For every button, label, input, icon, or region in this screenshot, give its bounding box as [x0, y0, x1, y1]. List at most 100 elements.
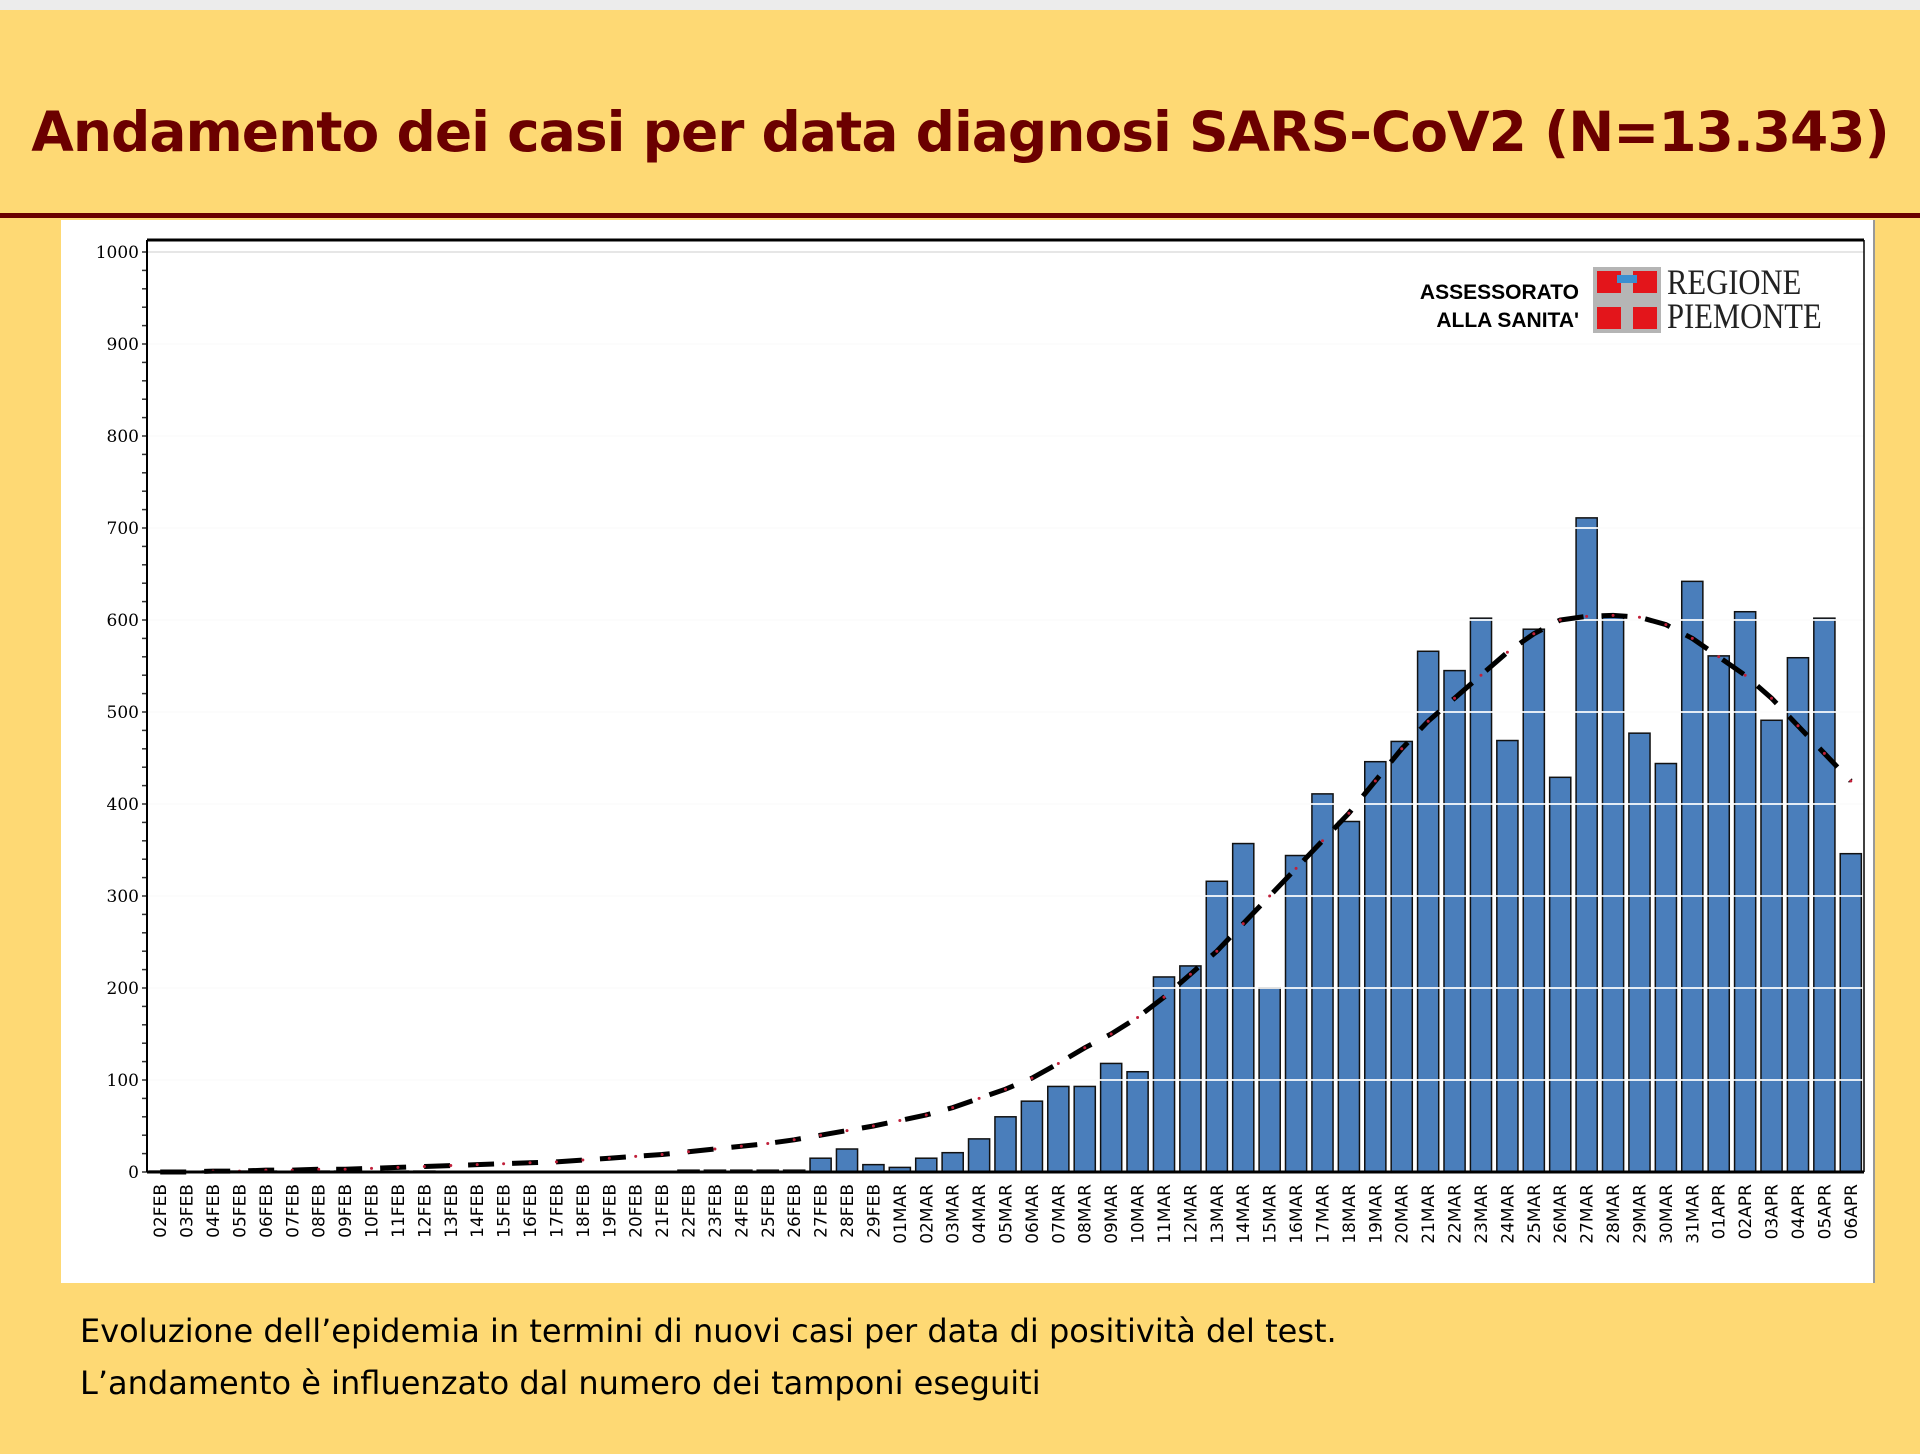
trend-point: [1849, 779, 1853, 783]
x-tick-label: 30MAR: [1657, 1184, 1677, 1244]
trend-point: [1268, 894, 1272, 898]
trend-point: [502, 1162, 506, 1166]
x-tick-label: 19FEB: [600, 1184, 620, 1238]
y-tick-label: 200: [107, 979, 139, 999]
x-tick-label: 11FEB: [389, 1184, 409, 1238]
x-tick-label: 03MAR: [944, 1184, 964, 1244]
trend-point: [977, 1096, 981, 1100]
y-tick-label: 0: [128, 1163, 139, 1183]
x-tick-label: 02FEB: [151, 1184, 171, 1238]
trend-point: [1796, 724, 1800, 728]
bar-10MAR: [1126, 1070, 1149, 1173]
x-tick-label: 11MAR: [1155, 1184, 1175, 1244]
slide-title: Andamento dei casi per data diagnosi SAR…: [31, 100, 1889, 164]
trend-point: [660, 1153, 664, 1157]
y-tick-label: 500: [107, 703, 139, 723]
trend-point: [951, 1106, 955, 1110]
trend-point: [739, 1144, 743, 1148]
x-tick-label: 09MAR: [1102, 1184, 1122, 1244]
trend-point: [1743, 673, 1747, 677]
trend-point: [422, 1164, 426, 1168]
x-tick-label: 31MAR: [1683, 1184, 1703, 1244]
x-tick-label: 17MAR: [1313, 1184, 1333, 1244]
x-tick-label: 21MAR: [1419, 1184, 1439, 1244]
x-tick-label: 07MAR: [1049, 1184, 1069, 1244]
x-tick-label: 29MAR: [1630, 1184, 1650, 1244]
trend-point: [1056, 1061, 1060, 1065]
logo-brand: REGIONE PIEMONTE: [1667, 262, 1822, 336]
x-tick-label: 20FEB: [627, 1184, 647, 1238]
trend-point: [1611, 613, 1615, 617]
trend-point: [1664, 623, 1668, 627]
bar-08MAR: [1073, 1085, 1097, 1173]
logo-line2: ALLA SANITA': [1436, 309, 1579, 332]
x-tick-label: 01APR: [1710, 1184, 1730, 1240]
logo-brand1: REGIONE: [1667, 262, 1802, 302]
bar-02MAR: [914, 1157, 938, 1173]
bar-06MAR: [1020, 1100, 1044, 1173]
trend-point: [475, 1163, 479, 1167]
trend-point: [1585, 614, 1589, 618]
x-tick-label: 03FEB: [178, 1184, 198, 1238]
bar-14MAR: [1231, 842, 1255, 1173]
caption: Evoluzione dell’epidemia in termini di n…: [80, 1305, 1337, 1409]
bar-24MAR: [1496, 739, 1519, 1173]
trend-point: [1162, 995, 1166, 999]
bar-18MAR: [1337, 820, 1361, 1173]
bar-13MAR: [1205, 880, 1229, 1173]
x-tick-label: 15MAR: [1261, 1184, 1281, 1244]
x-tick-label: 14FEB: [468, 1184, 488, 1238]
trend-point: [845, 1129, 849, 1133]
y-tick-label: 1000: [96, 243, 139, 263]
trend-point: [1241, 922, 1245, 926]
trend-point: [1347, 811, 1351, 815]
logo-brand2: PIEMONTE: [1667, 296, 1822, 336]
caption-line1: Evoluzione dell’epidemia in termini di n…: [80, 1312, 1337, 1350]
top-strip: [0, 0, 1920, 10]
bar-16MAR: [1284, 854, 1308, 1173]
logo-department: ASSESSORATO ALLA SANITA': [1420, 279, 1579, 335]
x-tick-label: 12MAR: [1181, 1184, 1201, 1244]
trend-point: [607, 1156, 611, 1160]
trend-point: [687, 1150, 691, 1154]
bar-01APR: [1707, 655, 1731, 1173]
x-tick-label: 02APR: [1736, 1184, 1756, 1240]
x-tick-label: 12FEB: [415, 1184, 435, 1238]
trend-point: [449, 1164, 453, 1168]
y-tick-label: 900: [107, 335, 139, 355]
x-tick-label: 22FEB: [680, 1184, 700, 1238]
x-tick-label: 16MAR: [1287, 1184, 1307, 1244]
x-tick-label: 13MAR: [1208, 1184, 1228, 1244]
x-tick-label: 09FEB: [336, 1184, 356, 1238]
x-tick-label: 04APR: [1789, 1184, 1809, 1240]
trend-point: [1373, 779, 1377, 783]
trend-point: [713, 1147, 717, 1151]
trend-point: [766, 1141, 770, 1145]
trend-point: [1532, 632, 1536, 636]
x-tick-label: 18FEB: [574, 1184, 594, 1238]
x-tick-label: 06APR: [1842, 1184, 1862, 1240]
x-tick-label: 08MAR: [1076, 1184, 1096, 1244]
trend-point: [528, 1161, 532, 1165]
x-tick-label: 24FEB: [732, 1184, 752, 1238]
x-tick-label: 21FEB: [653, 1184, 673, 1238]
trend-point: [1453, 696, 1457, 700]
x-tick-label: 06FEB: [257, 1184, 277, 1238]
bar-04MAR: [967, 1138, 991, 1173]
trend-point: [1136, 1015, 1140, 1019]
trend-point: [1294, 866, 1298, 870]
x-tick-label: 05MAR: [997, 1184, 1017, 1244]
y-tick-label: 300: [107, 887, 139, 907]
x-tick-label: 23FEB: [706, 1184, 726, 1238]
trend-point: [581, 1158, 585, 1162]
x-tick-label: 25FEB: [759, 1184, 779, 1238]
x-tick-label: 23MAR: [1472, 1184, 1492, 1244]
trend-point: [1690, 636, 1694, 640]
bar-03MAR: [941, 1151, 964, 1173]
x-tick-label: 28MAR: [1604, 1184, 1624, 1244]
trend-point: [1109, 1032, 1113, 1036]
bar-02APR: [1733, 610, 1757, 1173]
bar-22MAR: [1443, 669, 1466, 1173]
trend-point: [1505, 650, 1509, 654]
